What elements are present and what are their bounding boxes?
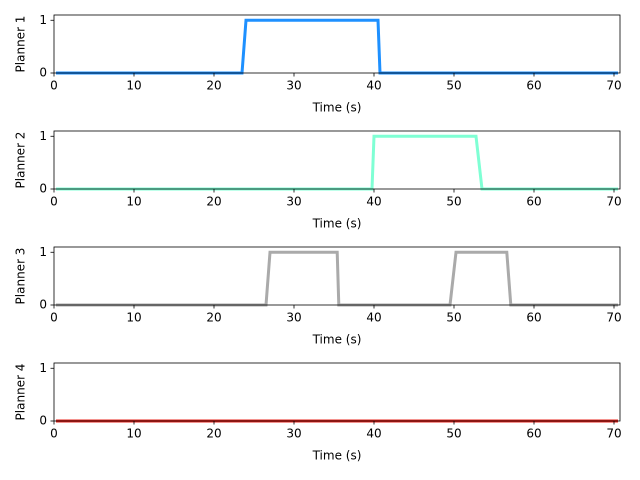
axes-frame xyxy=(53,130,621,190)
x-tick-label: 40 xyxy=(366,79,381,93)
y-axis-label: Planner 4 xyxy=(14,364,28,421)
x-tick-label: 70 xyxy=(606,311,621,325)
x-tick-label: 30 xyxy=(286,311,301,325)
x-tick-label: 40 xyxy=(366,311,381,325)
x-axis-label: Time (s) xyxy=(312,217,362,231)
x-tick-label: 10 xyxy=(126,311,141,325)
axes-frame xyxy=(53,246,621,306)
x-tick-label: 10 xyxy=(126,79,141,93)
x-tick-label: 0 xyxy=(50,79,58,93)
x-tick-label: 60 xyxy=(526,195,541,209)
x-tick-label: 60 xyxy=(526,79,541,93)
x-axis-label: Time (s) xyxy=(312,449,362,463)
data-line xyxy=(56,134,618,191)
y-tick-label: 0 xyxy=(39,298,47,312)
x-tick-label: 30 xyxy=(286,195,301,209)
x-tick-label: 60 xyxy=(526,311,541,325)
data-line xyxy=(56,250,618,307)
x-tick-label: 50 xyxy=(446,427,461,441)
x-tick-label: 70 xyxy=(606,427,621,441)
y-tick-label: 0 xyxy=(39,414,47,428)
x-tick-label: 40 xyxy=(366,427,381,441)
x-tick-label: 0 xyxy=(50,195,58,209)
axes-frame xyxy=(53,362,621,422)
x-tick-label: 30 xyxy=(286,79,301,93)
x-tick-label: 50 xyxy=(446,311,461,325)
y-axis-label: Planner 2 xyxy=(14,132,28,189)
x-tick-label: 10 xyxy=(126,427,141,441)
x-tick-label: 30 xyxy=(286,427,301,441)
y-tick-label: 0 xyxy=(39,66,47,80)
x-axis-label: Time (s) xyxy=(312,101,362,115)
data-line xyxy=(56,18,618,75)
x-tick-label: 70 xyxy=(606,79,621,93)
y-tick-label: 0 xyxy=(39,182,47,196)
x-tick-label: 0 xyxy=(50,427,58,441)
x-tick-label: 50 xyxy=(446,79,461,93)
y-tick-label: 1 xyxy=(39,361,47,375)
x-tick-label: 40 xyxy=(366,195,381,209)
x-tick-label: 20 xyxy=(206,427,221,441)
x-axis-label: Time (s) xyxy=(312,333,362,347)
x-tick-label: 60 xyxy=(526,427,541,441)
x-tick-label: 50 xyxy=(446,195,461,209)
x-tick-label: 20 xyxy=(206,79,221,93)
y-tick-label: 1 xyxy=(39,129,47,143)
x-tick-label: 20 xyxy=(206,195,221,209)
y-tick-label: 1 xyxy=(39,245,47,259)
x-tick-label: 20 xyxy=(206,311,221,325)
axes-frame xyxy=(53,14,621,74)
x-tick-label: 0 xyxy=(50,311,58,325)
x-tick-label: 70 xyxy=(606,195,621,209)
y-axis-label: Planner 3 xyxy=(14,248,28,305)
y-tick-label: 1 xyxy=(39,13,47,27)
x-tick-label: 10 xyxy=(126,195,141,209)
y-axis-label: Planner 1 xyxy=(14,16,28,73)
